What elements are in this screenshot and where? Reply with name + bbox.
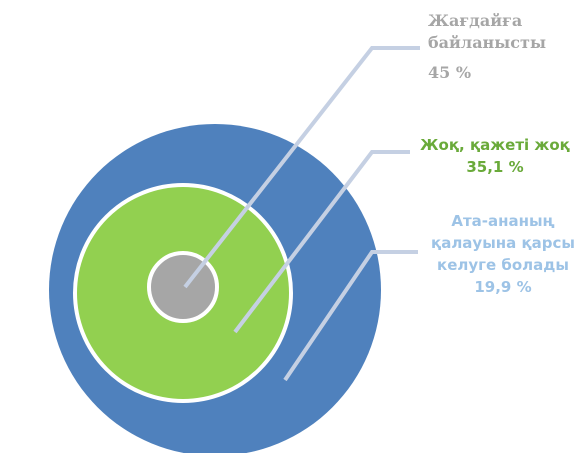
leader-line xyxy=(183,46,420,289)
value-label: 45 % xyxy=(428,63,472,82)
ring xyxy=(147,251,219,323)
label-group: Ата-ананың қалауына қарсы келуге болады … xyxy=(420,210,586,298)
value-label: 35,1 % xyxy=(466,158,524,176)
category-label: Жоқ, қажеті жоқ xyxy=(420,136,570,154)
leader-line xyxy=(233,150,410,334)
label-group: Жоқ, қажеті жоқ 35,1 % xyxy=(410,134,580,178)
category-label: Ата-ананың қалауына қарсы келуге болады xyxy=(431,212,575,274)
label-group: Жағдайға байланысты 45 % xyxy=(428,10,578,84)
value-label: 19,9 % xyxy=(474,278,532,296)
category-label: Жағдайға байланысты xyxy=(428,11,546,52)
leader-line xyxy=(283,250,418,382)
